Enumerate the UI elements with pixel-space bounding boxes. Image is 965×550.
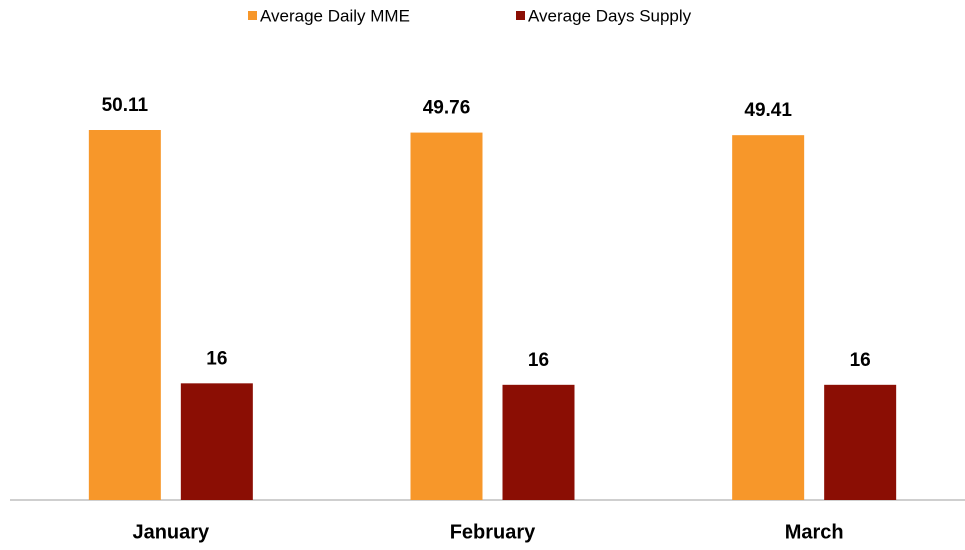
data-label: 49.76 [423, 98, 471, 119]
bar [824, 384, 897, 500]
data-label: 16 [850, 350, 871, 371]
bar [410, 132, 483, 500]
x-tick-label: January [132, 521, 210, 543]
data-label: 49.41 [744, 100, 792, 121]
x-tick-label: February [450, 521, 536, 543]
legend-label: Average Daily MME [260, 6, 410, 25]
bar [732, 135, 805, 500]
data-label: 50.11 [102, 95, 149, 116]
data-label: 16 [528, 350, 549, 371]
legend-label: Average Days Supply [528, 6, 692, 25]
bar [88, 130, 161, 500]
bar [502, 384, 575, 500]
x-tick-label: March [785, 521, 844, 543]
bar [180, 383, 253, 500]
legend-swatch [248, 11, 257, 20]
legend-swatch [516, 11, 525, 20]
data-label: 16 [206, 348, 227, 369]
